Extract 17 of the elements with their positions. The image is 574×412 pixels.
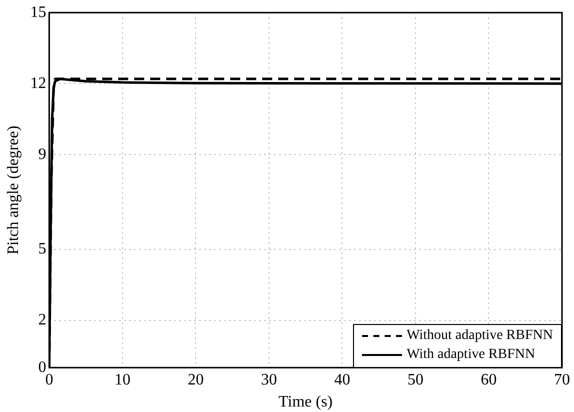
x-tick-label: 70 <box>554 371 570 388</box>
x-tick-label: 30 <box>260 371 277 388</box>
y-tick-label: 0 <box>38 358 46 376</box>
x-tick-label: 10 <box>114 371 130 388</box>
x-tick-label: 20 <box>188 371 204 388</box>
x-tick-label: 50 <box>407 371 424 388</box>
x-axis-title: Time (s) <box>278 394 333 411</box>
y-tick-label: 12 <box>30 74 46 92</box>
y-tick-label: 9 <box>38 146 46 163</box>
x-tick-label: 40 <box>334 371 350 388</box>
x-tick-label: 60 <box>480 371 497 388</box>
y-tick-label: 2 <box>38 311 46 328</box>
y-tick-label: 15 <box>30 4 46 21</box>
y-axis-title: Pitch angle (degree) <box>4 126 22 255</box>
y-tick-label: 5 <box>38 240 46 258</box>
legend-label: Without adaptive RBFNN <box>406 328 553 344</box>
legend-label: With adaptive RBFNN <box>406 347 536 364</box>
